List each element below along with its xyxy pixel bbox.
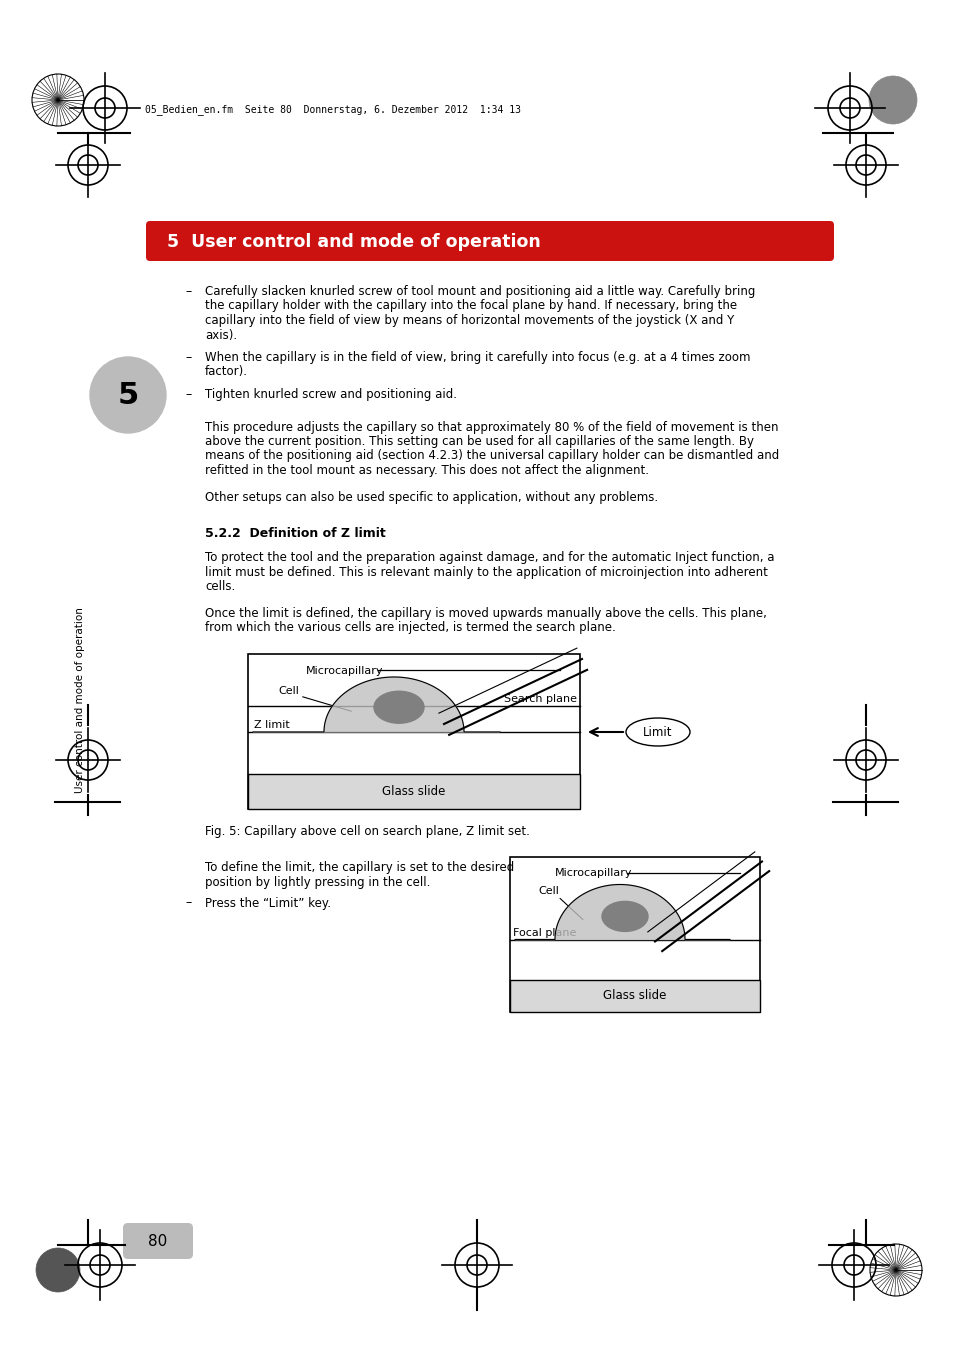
Bar <box>248 774 579 809</box>
Ellipse shape <box>374 692 423 723</box>
Bar <box>248 654 579 809</box>
Text: Z limit: Z limit <box>253 720 290 730</box>
Bar <box>510 979 760 1012</box>
Text: 5  User control and mode of operation: 5 User control and mode of operation <box>167 232 540 251</box>
Text: capillary into the field of view by means of horizontal movements of the joystic: capillary into the field of view by mean… <box>205 313 734 327</box>
Text: Limit: Limit <box>642 725 672 739</box>
Text: Microcapillary: Microcapillary <box>306 666 383 676</box>
Text: limit must be defined. This is relevant mainly to the application of microinject: limit must be defined. This is relevant … <box>205 566 767 580</box>
Text: Glass slide: Glass slide <box>602 989 666 1002</box>
Text: Cell: Cell <box>277 686 298 696</box>
Text: –: – <box>185 897 191 909</box>
Circle shape <box>90 357 166 434</box>
Text: means of the positioning aid (section 4.2.3) the universal capillary holder can : means of the positioning aid (section 4.… <box>205 450 779 462</box>
Text: –: – <box>185 388 191 401</box>
Text: cells.: cells. <box>205 581 235 593</box>
Text: –: – <box>185 351 191 363</box>
Text: 5.2.2  Definition of Z limit: 5.2.2 Definition of Z limit <box>205 527 385 540</box>
FancyBboxPatch shape <box>146 222 833 261</box>
Text: When the capillary is in the field of view, bring it carefully into focus (e.g. : When the capillary is in the field of vi… <box>205 351 750 363</box>
Text: Cell: Cell <box>537 886 558 897</box>
FancyBboxPatch shape <box>123 1223 193 1259</box>
Text: To protect the tool and the preparation against damage, and for the automatic In: To protect the tool and the preparation … <box>205 551 774 565</box>
Text: Carefully slacken knurled screw of tool mount and positioning aid a little way. : Carefully slacken knurled screw of tool … <box>205 285 755 299</box>
Text: factor).: factor). <box>205 366 248 378</box>
Ellipse shape <box>601 901 647 931</box>
Text: Tighten knurled screw and positioning aid.: Tighten knurled screw and positioning ai… <box>205 388 456 401</box>
Polygon shape <box>515 885 729 939</box>
Text: 05_Bedien_en.fm  Seite 80  Donnerstag, 6. Dezember 2012  1:34 13: 05_Bedien_en.fm Seite 80 Donnerstag, 6. … <box>145 104 520 115</box>
Text: Other setups can also be used specific to application, without any problems.: Other setups can also be used specific t… <box>205 490 658 504</box>
Ellipse shape <box>625 717 689 746</box>
Text: Search plane: Search plane <box>503 694 577 704</box>
Text: 80: 80 <box>149 1233 168 1248</box>
Text: Focal plane: Focal plane <box>513 928 576 938</box>
Text: Microcapillary: Microcapillary <box>555 869 632 878</box>
Text: Glass slide: Glass slide <box>382 785 445 798</box>
Text: User control and mode of operation: User control and mode of operation <box>75 607 85 793</box>
Text: axis).: axis). <box>205 328 237 342</box>
Bar <box>510 857 760 1012</box>
Text: Once the limit is defined, the capillary is moved upwards manually above the cel: Once the limit is defined, the capillary… <box>205 607 766 620</box>
Text: –: – <box>185 285 191 299</box>
Text: position by lightly pressing in the cell.: position by lightly pressing in the cell… <box>205 875 430 889</box>
Text: the capillary holder with the capillary into the focal plane by hand. If necessa: the capillary holder with the capillary … <box>205 300 737 312</box>
Text: above the current position. This setting can be used for all capillaries of the : above the current position. This setting… <box>205 435 753 449</box>
Text: refitted in the tool mount as necessary. This does not affect the alignment.: refitted in the tool mount as necessary.… <box>205 463 648 477</box>
Circle shape <box>868 76 916 124</box>
Text: To define the limit, the capillary is set to the desired: To define the limit, the capillary is se… <box>205 862 514 874</box>
Text: 5: 5 <box>117 381 138 409</box>
Circle shape <box>36 1248 80 1292</box>
Text: from which the various cells are injected, is termed the search plane.: from which the various cells are injecte… <box>205 621 615 635</box>
Polygon shape <box>253 677 499 732</box>
Text: Fig. 5: Capillary above cell on search plane, Z limit set.: Fig. 5: Capillary above cell on search p… <box>205 825 529 838</box>
Text: Press the “Limit” key.: Press the “Limit” key. <box>205 897 331 909</box>
Text: This procedure adjusts the capillary so that approximately 80 % of the field of : This procedure adjusts the capillary so … <box>205 420 778 434</box>
